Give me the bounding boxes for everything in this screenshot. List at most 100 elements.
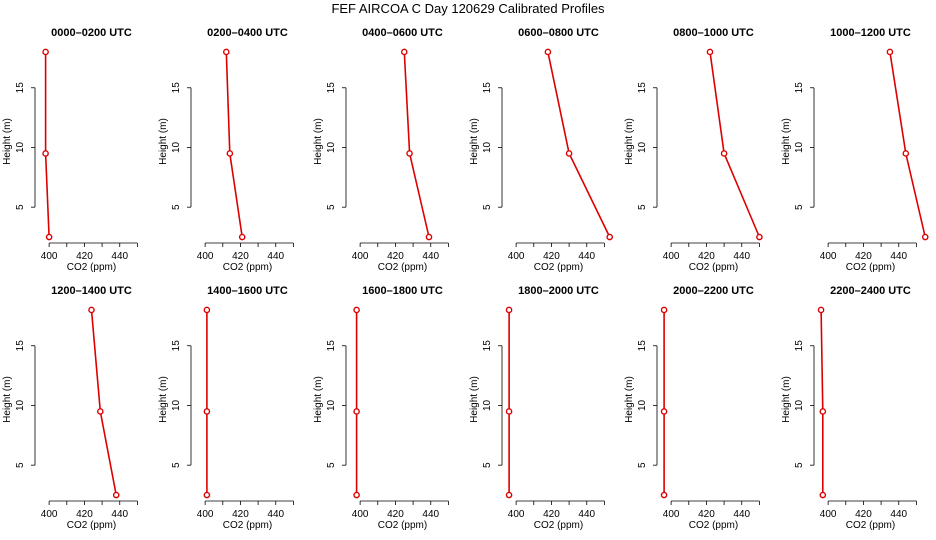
y-tick-label: 15 — [482, 340, 493, 352]
y-tick-label: 5 — [482, 462, 493, 468]
y-tick-label: 5 — [482, 204, 493, 210]
x-axis-label: CO2 (ppm) — [846, 262, 895, 273]
y-tick-label: 15 — [171, 340, 182, 352]
x-tick-label: 420 — [855, 251, 872, 262]
y-tick-label: 10 — [326, 399, 337, 411]
data-point — [238, 233, 246, 241]
data-point — [660, 306, 668, 314]
profile-line — [889, 51, 926, 238]
data-point — [353, 306, 360, 314]
panel-title: 0400–0600 UTC — [362, 27, 443, 39]
profile-line — [403, 51, 430, 238]
data-point — [203, 306, 211, 314]
y-tick-label: 5 — [15, 204, 26, 210]
data-point — [720, 150, 728, 157]
data-point — [45, 233, 53, 241]
data-point — [505, 408, 513, 415]
data-point — [660, 408, 668, 415]
data-point — [112, 491, 120, 499]
x-tick-label: 400 — [508, 251, 525, 262]
x-axis-label: CO2 (ppm) — [67, 520, 116, 531]
panel-title: 0000–0200 UTC — [51, 27, 132, 39]
x-tick-label: 400 — [197, 509, 214, 520]
x-tick-label: 440 — [890, 251, 907, 262]
x-tick-label: 440 — [578, 251, 595, 262]
data-point — [817, 306, 825, 314]
profile-line — [44, 51, 50, 238]
x-tick-label: 400 — [820, 509, 837, 520]
data-point — [756, 233, 763, 241]
y-tick-label: 5 — [637, 204, 648, 210]
profile-line — [90, 309, 117, 496]
x-tick-label: 440 — [890, 509, 907, 520]
data-point — [660, 491, 668, 499]
y-tick-label: 15 — [794, 340, 805, 352]
x-tick-label: 440 — [578, 509, 595, 520]
x-tick-label: 420 — [232, 509, 249, 520]
y-tick-label: 5 — [15, 462, 26, 468]
x-tick-label: 400 — [663, 251, 680, 262]
x-tick-label: 400 — [352, 509, 369, 520]
x-axis-label: CO2 (ppm) — [689, 520, 738, 531]
y-tick-label: 5 — [326, 204, 337, 210]
data-point — [606, 233, 614, 241]
x-tick-label: 400 — [41, 509, 58, 520]
x-tick-label: 420 — [232, 251, 249, 262]
figure-title: FEF AIRCOA C Day 120629 Calibrated Profi… — [331, 1, 605, 16]
y-tick-label: 15 — [637, 82, 648, 94]
x-axis-label: CO2 (ppm) — [223, 520, 272, 531]
x-tick-label: 440 — [422, 509, 439, 520]
data-point — [706, 48, 714, 56]
y-axis-label: Height (m) — [781, 118, 792, 165]
y-tick-label: 10 — [794, 399, 805, 411]
y-tick-label: 10 — [15, 399, 26, 411]
x-tick-label: 440 — [422, 251, 439, 262]
profile-line — [547, 51, 611, 238]
y-tick-label: 15 — [15, 82, 26, 94]
data-point — [203, 491, 211, 499]
data-point — [819, 408, 827, 415]
x-tick-label: 440 — [733, 509, 750, 520]
y-axis-label: Height (m) — [2, 376, 13, 423]
y-tick-label: 15 — [171, 82, 182, 94]
data-point — [565, 150, 573, 157]
profile-line — [709, 51, 761, 238]
y-axis-label: Height (m) — [158, 376, 169, 423]
panel-title: 0600–0800 UTC — [518, 27, 599, 39]
y-tick-label: 10 — [15, 141, 26, 153]
data-point — [505, 306, 513, 314]
x-tick-label: 440 — [267, 509, 284, 520]
y-tick-label: 15 — [794, 82, 805, 94]
data-point — [902, 150, 910, 157]
data-point — [223, 48, 230, 56]
data-point — [353, 491, 360, 499]
x-axis-label: CO2 (ppm) — [223, 262, 272, 273]
y-tick-label: 10 — [637, 141, 648, 153]
y-tick-label: 15 — [15, 340, 26, 352]
panel-title: 2200–2400 UTC — [830, 285, 911, 297]
x-axis-label: CO2 (ppm) — [534, 520, 583, 531]
y-tick-label: 5 — [171, 462, 182, 468]
data-point — [42, 150, 49, 157]
x-axis-label: CO2 (ppm) — [689, 262, 738, 273]
x-tick-label: 400 — [41, 251, 58, 262]
x-tick-label: 400 — [197, 251, 214, 262]
data-point — [819, 491, 827, 499]
data-point — [406, 150, 413, 157]
x-tick-label: 400 — [352, 251, 369, 262]
y-tick-label: 10 — [326, 141, 337, 153]
y-tick-label: 15 — [482, 82, 493, 94]
y-tick-label: 10 — [171, 141, 182, 153]
panel-title: 2000–2200 UTC — [673, 285, 754, 297]
x-tick-label: 440 — [733, 251, 750, 262]
y-axis-label: Height (m) — [781, 376, 792, 423]
data-point — [88, 306, 95, 314]
